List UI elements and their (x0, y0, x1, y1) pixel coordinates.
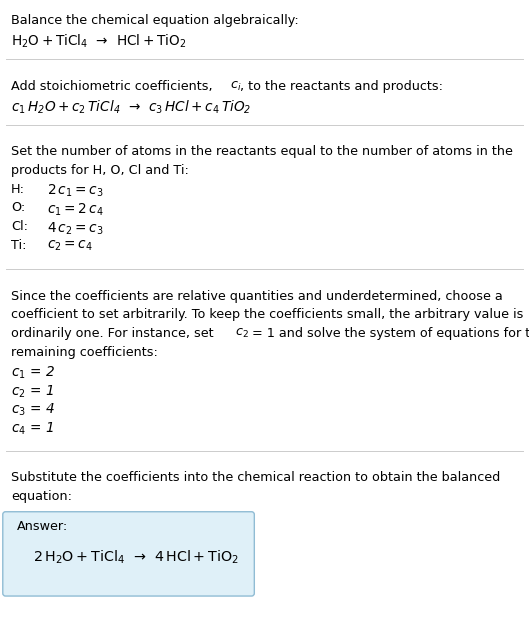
Text: $2\,c_1 = c_3$: $2\,c_1 = c_3$ (47, 182, 104, 199)
Text: $c_1 = 2\,c_4$: $c_1 = 2\,c_4$ (47, 201, 104, 218)
Text: , to the reactants and products:: , to the reactants and products: (240, 80, 443, 93)
Text: $c_2$ = 1: $c_2$ = 1 (11, 383, 54, 399)
Text: $c_3$ = 4: $c_3$ = 4 (11, 402, 55, 418)
Text: Set the number of atoms in the reactants equal to the number of atoms in the: Set the number of atoms in the reactants… (11, 145, 513, 158)
Text: coefficient to set arbitrarily. To keep the coefficients small, the arbitrary va: coefficient to set arbitrarily. To keep … (11, 308, 524, 321)
Text: Balance the chemical equation algebraically:: Balance the chemical equation algebraica… (11, 14, 299, 27)
Text: Since the coefficients are relative quantities and underdetermined, choose a: Since the coefficients are relative quan… (11, 290, 503, 302)
Text: $\mathregular{H_2O + TiCl_4}$  →  $\mathregular{HCl + TiO_2}$: $\mathregular{H_2O + TiCl_4}$ → $\mathre… (11, 33, 187, 50)
Text: $c_1$ = 2: $c_1$ = 2 (11, 364, 55, 381)
Text: Answer:: Answer: (17, 520, 68, 533)
Text: $c_i$: $c_i$ (230, 80, 242, 93)
Text: H:: H: (11, 182, 25, 196)
Text: Cl:: Cl: (11, 220, 28, 233)
Text: $2\,\mathregular{H_2O} + \mathregular{TiCl_4}$  →  $4\,\mathregular{HCl} + \math: $2\,\mathregular{H_2O} + \mathregular{Ti… (33, 548, 240, 566)
Text: $4\,c_2 = c_3$: $4\,c_2 = c_3$ (47, 220, 104, 236)
Text: $c_2 = c_4$: $c_2 = c_4$ (47, 239, 93, 253)
Text: products for H, O, Cl and Ti:: products for H, O, Cl and Ti: (11, 164, 189, 177)
Text: Ti:: Ti: (11, 239, 26, 252)
Text: Add stoichiometric coefficients,: Add stoichiometric coefficients, (11, 80, 217, 93)
Text: $c_1\,\mathregular{H_2O} + c_2\,\mathregular{TiCl_4}$  →  $c_3\,\mathregular{HCl: $c_1\,\mathregular{H_2O} + c_2\,\mathreg… (11, 98, 252, 115)
FancyBboxPatch shape (3, 512, 254, 596)
Text: = 1 and solve the system of equations for the: = 1 and solve the system of equations fo… (248, 327, 529, 340)
Text: remaining coefficients:: remaining coefficients: (11, 345, 158, 359)
Text: ordinarily one. For instance, set: ordinarily one. For instance, set (11, 327, 218, 340)
Text: $c_2$: $c_2$ (235, 327, 249, 340)
Text: O:: O: (11, 201, 25, 214)
Text: $c_4$ = 1: $c_4$ = 1 (11, 421, 54, 437)
Text: Substitute the coefficients into the chemical reaction to obtain the balanced: Substitute the coefficients into the che… (11, 472, 500, 485)
Text: equation:: equation: (11, 490, 72, 503)
